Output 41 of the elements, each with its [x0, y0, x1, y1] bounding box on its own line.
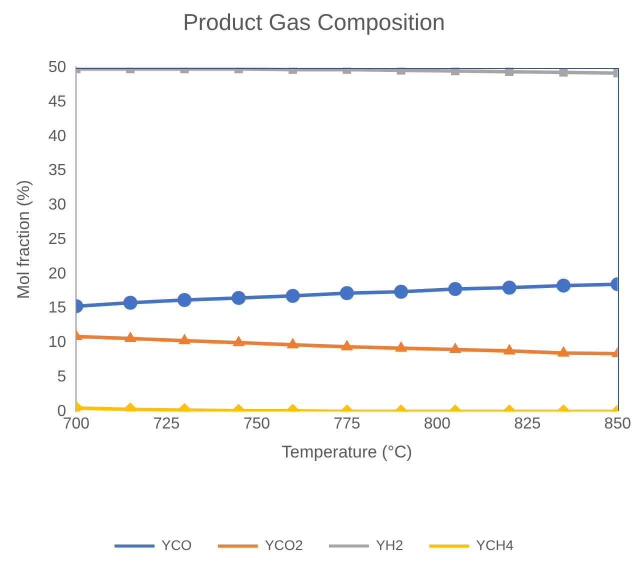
point — [232, 290, 246, 305]
point — [448, 282, 462, 296]
point — [178, 334, 191, 344]
point — [395, 341, 408, 352]
legend-label: YH2 — [376, 536, 404, 553]
point — [557, 346, 570, 356]
y-tick-label: 15 — [48, 300, 66, 317]
point — [340, 340, 353, 350]
y-tick-label: 30 — [48, 196, 66, 214]
y-tick-label: 40 — [48, 128, 66, 145]
x-axis-title: Temperature (°C) — [282, 442, 412, 462]
y-tick-label: 10 — [48, 334, 66, 352]
point — [286, 288, 300, 303]
x-tick-label: 775 — [334, 415, 360, 432]
y-tick-label: 50 — [48, 59, 66, 76]
point — [394, 284, 408, 299]
y-tick-label: 45 — [48, 93, 66, 110]
y-tick-label: 25 — [48, 230, 66, 248]
x-tick-label: 850 — [604, 415, 632, 432]
point — [449, 342, 462, 354]
point — [340, 286, 354, 300]
legend-label: YCO2 — [264, 536, 304, 553]
point — [123, 296, 138, 310]
legend-label: YCO — [161, 536, 192, 553]
legend-label: YCH4 — [476, 536, 514, 553]
y-axis-title: Mol fraction (%) — [14, 180, 33, 300]
x-tick-label: 750 — [243, 415, 270, 432]
point — [502, 280, 516, 295]
y-tick-label: 20 — [48, 265, 66, 282]
point — [286, 338, 299, 348]
point — [124, 332, 136, 342]
x-tick-label: 825 — [514, 415, 541, 432]
x-tick-label: 800 — [424, 415, 451, 432]
y-tick-label: 5 — [57, 368, 66, 386]
point — [556, 278, 571, 293]
chart-title: Product Gas Composition — [182, 9, 446, 36]
x-tick-label: 725 — [153, 415, 180, 432]
y-tick-label: 35 — [48, 162, 66, 180]
point — [232, 336, 245, 346]
point — [177, 293, 192, 308]
point — [503, 344, 516, 354]
